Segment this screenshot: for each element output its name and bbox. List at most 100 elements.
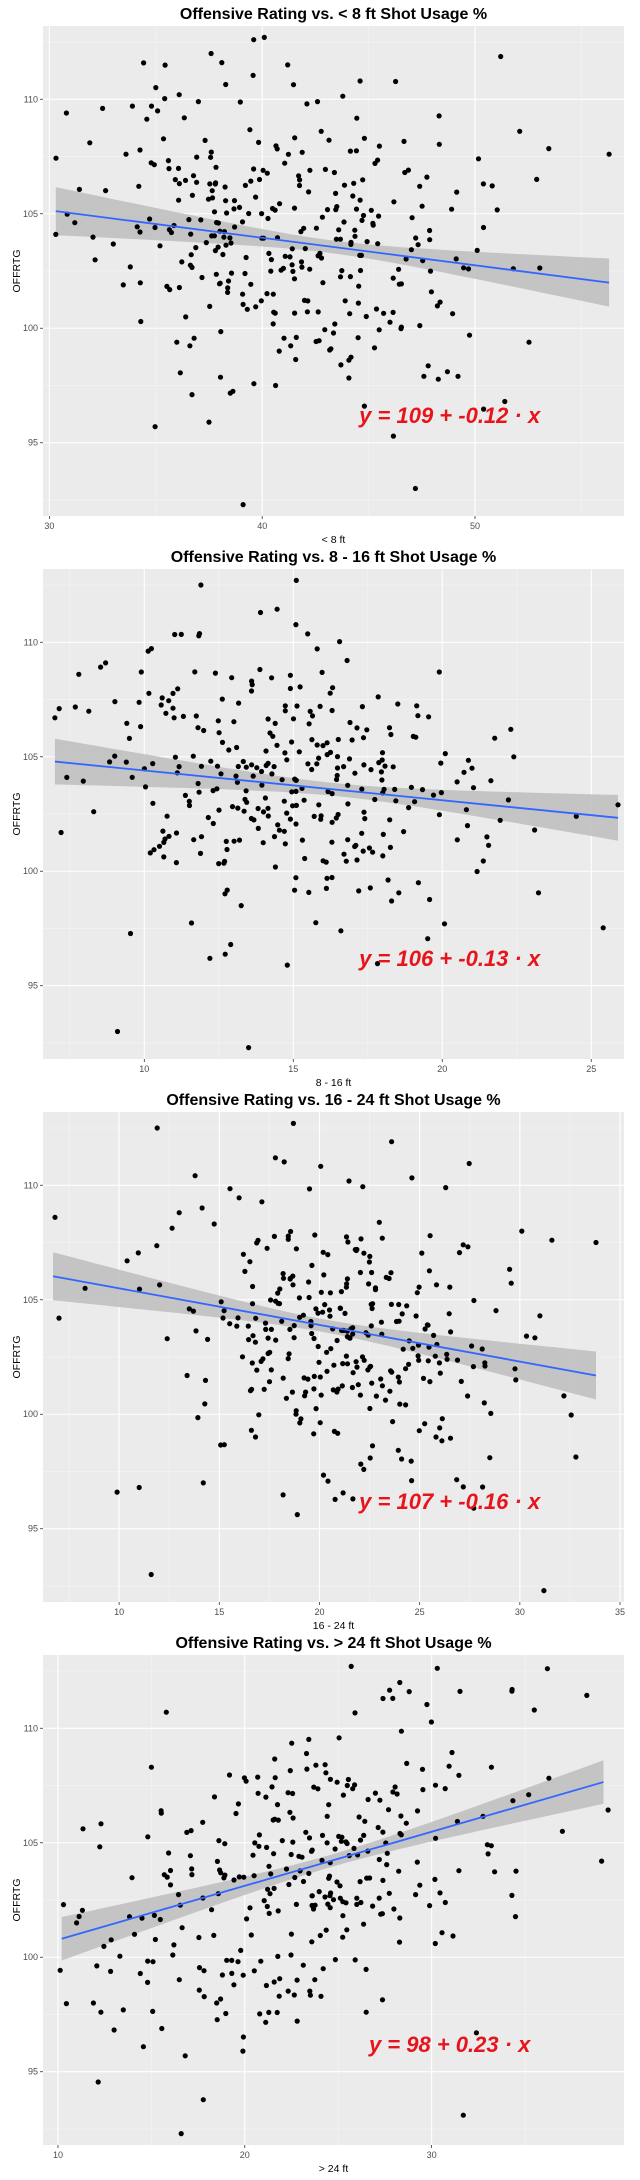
data-point — [432, 1782, 439, 1788]
data-point — [240, 1251, 246, 1257]
data-point — [292, 776, 298, 782]
data-point — [352, 843, 358, 850]
data-point — [229, 675, 235, 681]
data-point — [383, 1274, 389, 1280]
data-point — [320, 1472, 327, 1478]
data-point — [152, 224, 158, 231]
data-point — [293, 821, 299, 827]
data-point — [398, 1813, 404, 1819]
data-point — [218, 1442, 224, 1448]
data-point — [280, 1375, 286, 1381]
data-point — [251, 381, 257, 387]
data-point — [184, 1829, 190, 1835]
data-point — [343, 1284, 349, 1290]
data-point — [314, 99, 321, 105]
data-point — [343, 858, 349, 864]
data-point — [260, 167, 266, 173]
data-point — [456, 1250, 463, 1256]
data-point — [213, 180, 219, 186]
data-point — [152, 1936, 158, 1943]
data-point — [281, 335, 287, 341]
data-point — [372, 1790, 378, 1796]
data-point — [337, 274, 344, 280]
data-point — [354, 857, 360, 863]
data-point — [265, 1350, 271, 1357]
data-point — [306, 1835, 313, 1841]
data-point — [307, 167, 313, 173]
data-point — [156, 843, 163, 849]
data-point — [145, 648, 151, 654]
data-point — [272, 1756, 278, 1762]
data-point — [369, 1443, 376, 1449]
data-point — [164, 1874, 170, 1880]
data-point — [294, 703, 300, 709]
data-point — [352, 1710, 358, 1716]
data-point — [349, 737, 355, 743]
data-point — [463, 807, 469, 813]
y-tick-label: 100 — [23, 1409, 38, 1419]
data-point — [227, 390, 233, 396]
data-point — [174, 339, 180, 345]
data-point — [454, 837, 460, 843]
data-point — [409, 215, 415, 221]
data-point — [212, 248, 218, 254]
data-point — [337, 639, 343, 645]
data-point — [142, 784, 149, 790]
data-point — [393, 78, 399, 85]
data-point — [92, 257, 98, 263]
data-point — [216, 807, 222, 813]
data-point — [381, 786, 387, 792]
data-point — [209, 1907, 215, 1913]
data-point — [256, 176, 263, 183]
data-point — [311, 1335, 317, 1342]
data-point — [364, 1875, 370, 1881]
data-point — [342, 298, 348, 304]
data-point — [510, 1798, 516, 1804]
data-point — [265, 1886, 271, 1892]
data-point — [137, 147, 143, 153]
data-point — [103, 660, 109, 666]
data-point — [489, 183, 495, 189]
data-point — [126, 735, 132, 742]
data-point — [406, 1689, 412, 1695]
data-point — [329, 791, 335, 797]
data-point — [334, 772, 340, 779]
data-point — [145, 1834, 151, 1840]
data-point — [273, 1337, 279, 1343]
data-point — [271, 1233, 277, 1239]
data-point — [330, 685, 336, 691]
data-point — [157, 243, 163, 249]
data-point — [559, 1828, 566, 1834]
data-point — [277, 1286, 283, 1292]
data-point — [263, 1326, 269, 1332]
data-point — [414, 1859, 420, 1865]
data-point — [301, 1375, 307, 1381]
data-point — [350, 193, 356, 199]
data-point — [439, 1416, 445, 1422]
data-point — [257, 609, 264, 616]
data-point — [335, 1386, 341, 1392]
data-point — [98, 2009, 104, 2015]
data-point — [253, 1315, 259, 1321]
data-point — [244, 306, 250, 312]
data-point — [255, 825, 261, 832]
data-point — [419, 787, 426, 793]
data-point — [386, 725, 393, 731]
data-point — [470, 785, 477, 791]
data-point — [289, 246, 295, 252]
data-point — [390, 309, 396, 315]
data-point — [91, 809, 97, 815]
data-point — [293, 802, 299, 809]
data-point — [171, 1942, 177, 1948]
data-point — [455, 373, 461, 379]
data-point — [360, 735, 367, 741]
data-point — [198, 582, 204, 588]
data-point — [256, 1832, 262, 1838]
data-point — [457, 1688, 463, 1694]
data-point — [191, 837, 197, 843]
data-point — [488, 1764, 494, 1770]
data-point — [270, 291, 276, 297]
data-point — [190, 1308, 196, 1314]
data-point — [323, 1927, 329, 1933]
data-point — [320, 280, 326, 286]
